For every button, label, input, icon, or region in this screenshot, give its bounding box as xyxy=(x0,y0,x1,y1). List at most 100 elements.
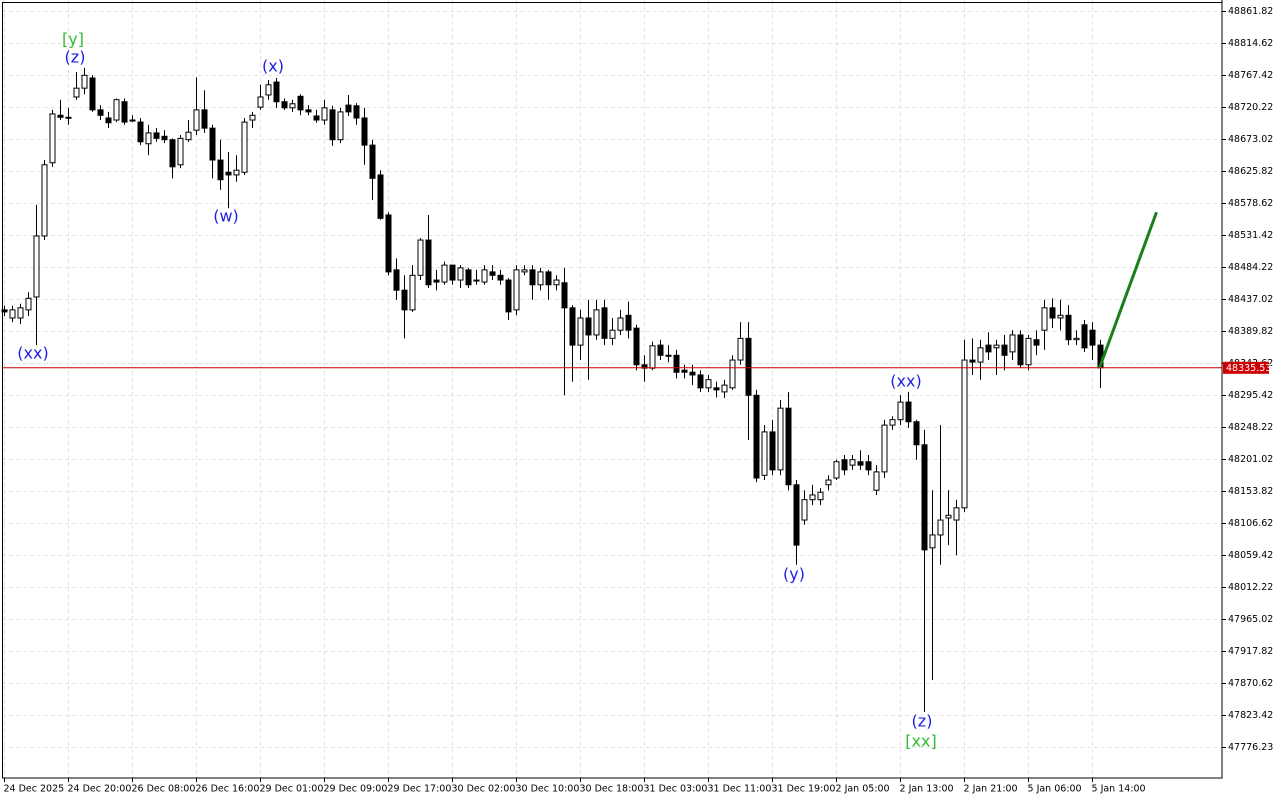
candle-body xyxy=(249,114,256,121)
candle-body xyxy=(1033,339,1040,346)
y-tick-label: 47965.02 xyxy=(1228,614,1273,625)
candle-body xyxy=(441,264,448,283)
candle-body xyxy=(1041,307,1048,331)
candle-body xyxy=(865,461,872,471)
candle-body xyxy=(401,289,408,311)
y-tick-label: 48153.82 xyxy=(1228,486,1273,497)
candle-body xyxy=(369,144,376,179)
y-tick-label: 48531.42 xyxy=(1228,230,1273,241)
candle-body xyxy=(1089,329,1096,346)
candle-body xyxy=(393,269,400,291)
candle-body xyxy=(633,327,640,366)
candle-body xyxy=(697,374,704,389)
candle-body xyxy=(321,107,328,121)
y-tick-label: 47823.42 xyxy=(1228,710,1273,721)
x-tick-label: 2 Jan 13:00 xyxy=(900,784,954,795)
candle-body xyxy=(177,137,184,166)
candle-body xyxy=(41,164,48,237)
y-tick-label: 48720.22 xyxy=(1228,102,1273,113)
candle-body xyxy=(985,344,992,353)
candle-body xyxy=(297,95,304,111)
y-tick-label: 48059.42 xyxy=(1228,550,1273,561)
candle-body xyxy=(89,77,96,111)
candle-body xyxy=(73,87,80,98)
candle-body xyxy=(593,309,600,336)
candle-body xyxy=(1049,307,1056,319)
candle-body xyxy=(801,499,808,521)
candle-body xyxy=(289,103,296,109)
candle-body xyxy=(9,309,16,319)
candle-body xyxy=(65,116,72,119)
y-tick-label: 48106.62 xyxy=(1228,518,1273,529)
current-price-box xyxy=(1223,361,1269,374)
y-tick-label: 47917.82 xyxy=(1228,646,1273,657)
candle-body xyxy=(201,109,208,129)
x-tick-label: 31 Dec 03:00 xyxy=(644,784,708,795)
x-tick-label: 26 Dec 08:00 xyxy=(132,784,196,795)
candle-body xyxy=(497,274,504,281)
candle-body xyxy=(505,279,512,313)
y-tick-label: 48814.62 xyxy=(1228,38,1273,49)
candle-body xyxy=(521,269,528,273)
current-price-label: 48335.53 xyxy=(1226,363,1271,374)
wave-label: [y] xyxy=(62,30,84,49)
candle-body xyxy=(905,401,912,423)
candle-body xyxy=(185,131,192,141)
candle-body xyxy=(137,121,144,143)
candle-body xyxy=(945,514,952,519)
y-tick-label: 48295.42 xyxy=(1228,390,1273,401)
candle-body xyxy=(777,407,784,471)
candle-body xyxy=(361,117,368,146)
candle-body xyxy=(1009,334,1016,353)
candle-body xyxy=(881,424,888,473)
candle-body xyxy=(97,109,104,116)
x-tick-label: 2 Jan 05:00 xyxy=(836,784,890,795)
candle-body xyxy=(769,431,776,471)
candle-body xyxy=(1081,324,1088,349)
candle-body xyxy=(977,347,984,363)
x-tick-label: 2 Jan 21:00 xyxy=(964,784,1018,795)
candle-body xyxy=(377,174,384,219)
candle-body xyxy=(329,109,336,141)
candle-body xyxy=(425,239,432,286)
candle-body xyxy=(385,214,392,273)
candle-body xyxy=(849,459,856,466)
candle-body xyxy=(609,329,616,339)
candle-body xyxy=(193,109,200,131)
y-tick-label: 47870.62 xyxy=(1228,678,1273,689)
candle-body xyxy=(585,317,592,336)
candle-body xyxy=(729,359,736,389)
candle-body xyxy=(465,269,472,286)
y-tick-label: 48201.02 xyxy=(1228,454,1273,465)
candle-body xyxy=(81,74,88,89)
candle-body xyxy=(281,101,288,109)
candle-body xyxy=(25,297,32,311)
x-tick-label: 31 Dec 11:00 xyxy=(708,784,772,795)
candle-body xyxy=(953,507,960,521)
y-tick-label: 47776.23 xyxy=(1228,742,1273,753)
candle-body xyxy=(689,371,696,376)
y-tick-label: 48578.62 xyxy=(1228,198,1273,209)
candle-body xyxy=(665,354,672,357)
candle-body xyxy=(473,279,480,282)
candle-body xyxy=(273,81,280,103)
candle-body xyxy=(337,111,344,141)
candle-body xyxy=(161,135,168,141)
wave-label: (y) xyxy=(783,565,805,584)
candle-body xyxy=(449,264,456,281)
candle-body xyxy=(457,267,464,281)
candle-body xyxy=(713,387,720,391)
candle-body xyxy=(313,115,320,121)
candle-body xyxy=(793,484,800,546)
candle-body xyxy=(1025,337,1032,366)
candle-body xyxy=(705,379,712,389)
candle-body xyxy=(57,114,64,118)
wave-label: (xx) xyxy=(17,344,48,363)
x-tick-label: 30 Dec 10:00 xyxy=(516,784,580,795)
candle-body xyxy=(105,117,112,124)
candle-body xyxy=(993,344,1000,349)
candle-body xyxy=(345,104,352,113)
y-tick-label: 48673.02 xyxy=(1228,134,1273,145)
